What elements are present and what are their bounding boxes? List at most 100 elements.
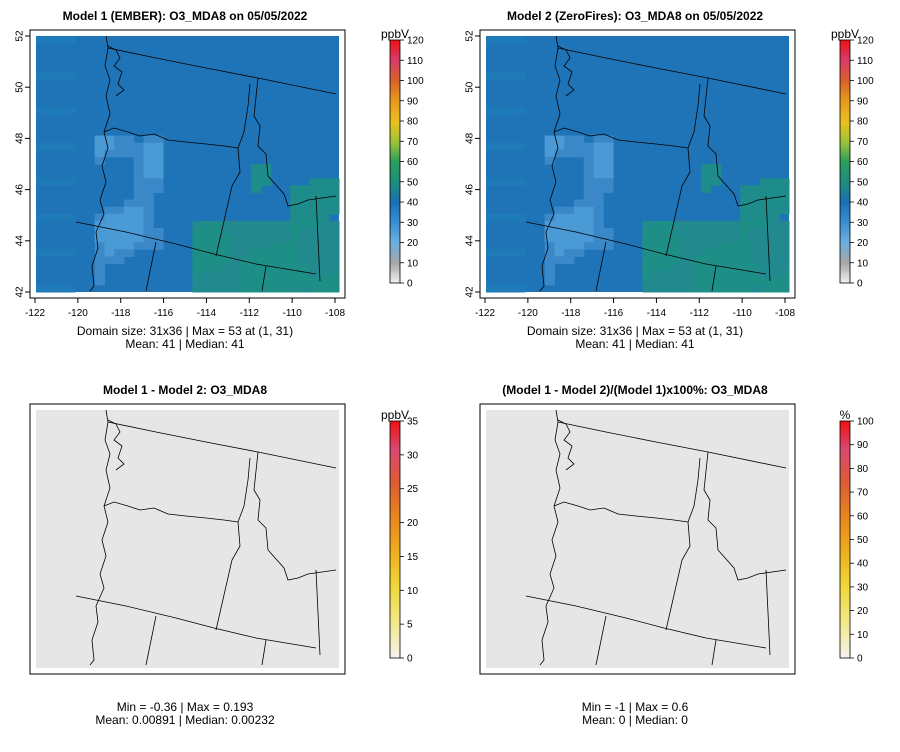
ozone-cell <box>642 221 652 229</box>
ozone-cell <box>506 72 516 80</box>
ozone-cell <box>319 192 329 200</box>
ozone-cell <box>212 264 222 272</box>
ozone-cell <box>144 150 154 158</box>
ozone-cell <box>290 185 300 193</box>
ozone-cell <box>134 171 144 179</box>
ozone-cell <box>310 178 320 186</box>
ozone-cell <box>760 256 770 264</box>
ozone-cell <box>652 256 662 264</box>
ozone-cell <box>261 271 271 279</box>
ozone-cell <box>300 214 310 222</box>
stat-line2: Mean: 0.00891 | Median: 0.00232 <box>0 714 370 727</box>
ozone-cell <box>290 285 300 293</box>
ozone-cell <box>672 285 682 293</box>
ozone-cell <box>36 72 46 80</box>
ozone-cell <box>750 249 760 257</box>
ozone-cell <box>721 278 731 286</box>
ozone-cell <box>104 242 114 250</box>
ozone-cell <box>496 72 506 80</box>
ozone-cell <box>730 271 740 279</box>
legend-tick-label: 80 <box>857 464 869 475</box>
y-tick-label: 44 <box>465 235 476 247</box>
ozone-cell <box>144 143 154 151</box>
color-legend: ppbV35302520151050 <box>381 408 419 665</box>
ozone-cell <box>594 178 604 186</box>
ozone-cell <box>779 278 789 286</box>
ozone-cell <box>750 242 760 250</box>
legend-unit: % <box>840 408 851 422</box>
ozone-cell <box>701 242 711 250</box>
ozone-cell <box>691 278 701 286</box>
ozone-cell <box>730 249 740 257</box>
map-model1: -122 -120 -118 -116 -114 -112 -110 -10852504846… <box>0 0 450 320</box>
ozone-cell <box>750 185 760 193</box>
y-axis: 52 50 48 46 44 42 <box>465 30 480 298</box>
ozone-cell <box>134 214 144 222</box>
ozone-cell <box>241 264 251 272</box>
ozone-cell <box>290 249 300 257</box>
ozone-cell <box>769 207 779 215</box>
ozone-cell <box>319 221 329 229</box>
ozone-cell <box>779 200 789 208</box>
ozone-cell <box>222 264 232 272</box>
ozone-cell <box>95 278 105 286</box>
ozone-cell <box>124 249 134 257</box>
ozone-cell <box>104 143 114 151</box>
ozone-cell <box>564 249 574 257</box>
ozone-cell <box>280 221 290 229</box>
ozone-cell <box>672 264 682 272</box>
ozone-cell <box>310 228 320 236</box>
ozone-cell <box>251 185 261 193</box>
ozone-cell <box>202 271 212 279</box>
ozone-cell <box>300 242 310 250</box>
ozone-cell <box>642 235 652 243</box>
ozone-cell <box>65 214 75 222</box>
ozone-cell <box>691 242 701 250</box>
legend-tick-label: 35 <box>407 417 419 428</box>
ozone-cell <box>760 200 770 208</box>
ozone-cell <box>662 242 672 250</box>
ozone-cell <box>594 157 604 165</box>
ozone-cell <box>114 249 124 257</box>
ozone-cell <box>95 271 105 279</box>
ozone-cell <box>134 150 144 158</box>
legend-tick-label: 25 <box>407 484 419 495</box>
y-tick-label: 46 <box>465 184 476 196</box>
ozone-cell <box>192 278 202 286</box>
legend-tick-label: 15 <box>407 552 419 563</box>
legend-tick-label: 0 <box>857 654 863 665</box>
ozone-cell <box>290 256 300 264</box>
ozone-cell <box>730 235 740 243</box>
ozone-cell <box>241 271 251 279</box>
ozone-cell <box>231 228 241 236</box>
ozone-cell <box>231 221 241 229</box>
ozone-cell <box>672 242 682 250</box>
ozone-cell <box>36 36 46 44</box>
ozone-cell <box>769 221 779 229</box>
ozone-cell <box>760 178 770 186</box>
ozone-cell <box>144 178 154 186</box>
ozone-cell <box>329 235 339 243</box>
ozone-cell <box>486 285 496 293</box>
ozone-cell <box>574 249 584 257</box>
ozone-cell <box>701 221 711 229</box>
ozone-cell <box>642 228 652 236</box>
ozone-cell <box>153 178 163 186</box>
ozone-cell <box>486 214 496 222</box>
ozone-cell <box>251 278 261 286</box>
ozone-cell <box>672 235 682 243</box>
ozone-cell <box>65 72 75 80</box>
ozone-cell <box>153 164 163 172</box>
ozone-cell <box>691 285 701 293</box>
ozone-cell <box>241 235 251 243</box>
ozone-cell <box>280 249 290 257</box>
ozone-cell <box>564 235 574 243</box>
ozone-cell <box>251 178 261 186</box>
map-model2: -122 -120 -118 -116 -114 -112 -110 -10852504846… <box>450 0 900 320</box>
ozone-cell <box>202 228 212 236</box>
ozone-cell <box>701 228 711 236</box>
ozone-cell <box>545 278 555 286</box>
ozone-cell <box>134 221 144 229</box>
panel-difference: Model 1 - Model 2: O3_MDA8 ppbV 35 30 25 20 1… <box>0 376 450 752</box>
ozone-cell <box>691 249 701 257</box>
